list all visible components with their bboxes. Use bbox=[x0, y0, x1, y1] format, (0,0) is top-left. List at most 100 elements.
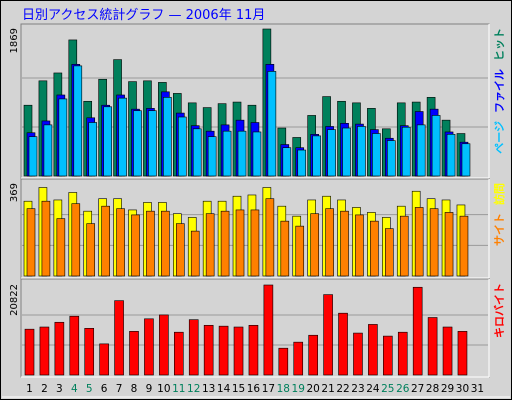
bar bbox=[220, 210, 230, 277]
bar bbox=[308, 334, 318, 376]
legend-entry: サイト bbox=[493, 213, 506, 246]
bar bbox=[205, 213, 215, 277]
bar bbox=[427, 317, 438, 376]
bar bbox=[99, 343, 109, 376]
bar bbox=[280, 220, 290, 277]
bar bbox=[116, 208, 125, 277]
x-tick-label: 29 bbox=[441, 383, 454, 395]
bar bbox=[148, 110, 157, 177]
bar bbox=[131, 214, 140, 277]
bar bbox=[278, 347, 289, 376]
bar bbox=[41, 200, 51, 277]
bar bbox=[24, 328, 35, 376]
bar bbox=[176, 223, 185, 277]
bar bbox=[327, 129, 336, 177]
series-label: キロバイト bbox=[493, 283, 506, 338]
bar bbox=[192, 128, 202, 177]
bar bbox=[387, 140, 396, 177]
bar bbox=[267, 71, 277, 177]
bar bbox=[218, 325, 229, 376]
x-tick-label: 10 bbox=[157, 383, 170, 395]
bar bbox=[263, 284, 274, 376]
bar bbox=[88, 122, 98, 177]
y-tick-label: 20822 bbox=[9, 284, 20, 316]
bar bbox=[58, 98, 68, 177]
bar bbox=[28, 136, 38, 177]
legend-entry: キロバイト bbox=[493, 283, 506, 338]
bar bbox=[39, 326, 50, 376]
bar bbox=[174, 331, 184, 376]
x-tick-label: 11 bbox=[172, 383, 185, 395]
x-tick-label: 14 bbox=[217, 383, 231, 395]
bar bbox=[370, 220, 379, 277]
bar bbox=[235, 209, 245, 277]
x-tick-label: 21 bbox=[321, 383, 334, 395]
bar bbox=[207, 136, 217, 177]
bar bbox=[312, 135, 321, 177]
bar bbox=[297, 149, 307, 177]
legend-entry: ページ bbox=[493, 121, 506, 154]
x-tick-label: 13 bbox=[202, 383, 215, 395]
y-tick-label: 369 bbox=[9, 183, 20, 202]
series-label: ページ ファイル ヒット bbox=[493, 28, 506, 154]
x-tick-label: 30 bbox=[456, 383, 469, 395]
bar bbox=[114, 300, 124, 376]
bar bbox=[73, 65, 83, 177]
x-tick-label: 26 bbox=[396, 383, 410, 395]
bar bbox=[71, 203, 81, 277]
x-tick-label: 2 bbox=[41, 383, 48, 395]
bar bbox=[144, 318, 154, 376]
bar bbox=[54, 321, 65, 376]
bar bbox=[129, 331, 139, 376]
bar bbox=[412, 286, 423, 376]
x-tick-label: 7 bbox=[116, 383, 123, 395]
legend-entry: ファイル bbox=[493, 69, 506, 113]
bar bbox=[459, 215, 469, 277]
bar bbox=[342, 127, 351, 177]
bar bbox=[442, 326, 453, 376]
x-tick-label: 19 bbox=[292, 383, 305, 395]
bar bbox=[133, 110, 142, 177]
bar bbox=[338, 312, 348, 376]
bar bbox=[190, 230, 200, 277]
bar bbox=[310, 213, 319, 277]
x-tick-label: 18 bbox=[277, 383, 290, 395]
bar bbox=[383, 335, 393, 376]
bar bbox=[295, 225, 305, 277]
bar bbox=[161, 210, 170, 277]
bar bbox=[237, 130, 247, 177]
bar bbox=[146, 210, 155, 277]
bar bbox=[56, 218, 66, 277]
bar bbox=[372, 133, 381, 177]
bar bbox=[250, 209, 260, 277]
y-tick-label: 1869 bbox=[9, 28, 20, 53]
bar bbox=[103, 106, 112, 177]
bar bbox=[325, 208, 334, 277]
bar bbox=[26, 208, 36, 277]
x-tick-label: 9 bbox=[146, 383, 153, 395]
bar bbox=[222, 130, 232, 177]
x-tick-label: 28 bbox=[426, 383, 439, 395]
x-tick-label: 17 bbox=[262, 383, 275, 395]
bar bbox=[118, 97, 127, 177]
x-tick-label: 27 bbox=[411, 383, 424, 395]
bar bbox=[178, 116, 187, 177]
bar bbox=[353, 332, 363, 376]
bar bbox=[248, 324, 259, 376]
bar bbox=[203, 324, 214, 376]
bar bbox=[163, 97, 172, 177]
bar bbox=[293, 341, 304, 376]
bar bbox=[461, 143, 471, 177]
bar bbox=[401, 126, 411, 177]
bar bbox=[159, 314, 169, 376]
x-tick-label: 4 bbox=[71, 383, 78, 395]
x-tick-label: 31 bbox=[471, 383, 484, 395]
bar bbox=[397, 331, 408, 376]
x-tick-label: 1 bbox=[26, 383, 33, 395]
x-tick-label: 6 bbox=[101, 383, 108, 395]
bar bbox=[357, 126, 366, 177]
x-tick-label: 5 bbox=[86, 383, 93, 395]
x-tick-label: 3 bbox=[56, 383, 63, 395]
bar bbox=[385, 228, 394, 277]
